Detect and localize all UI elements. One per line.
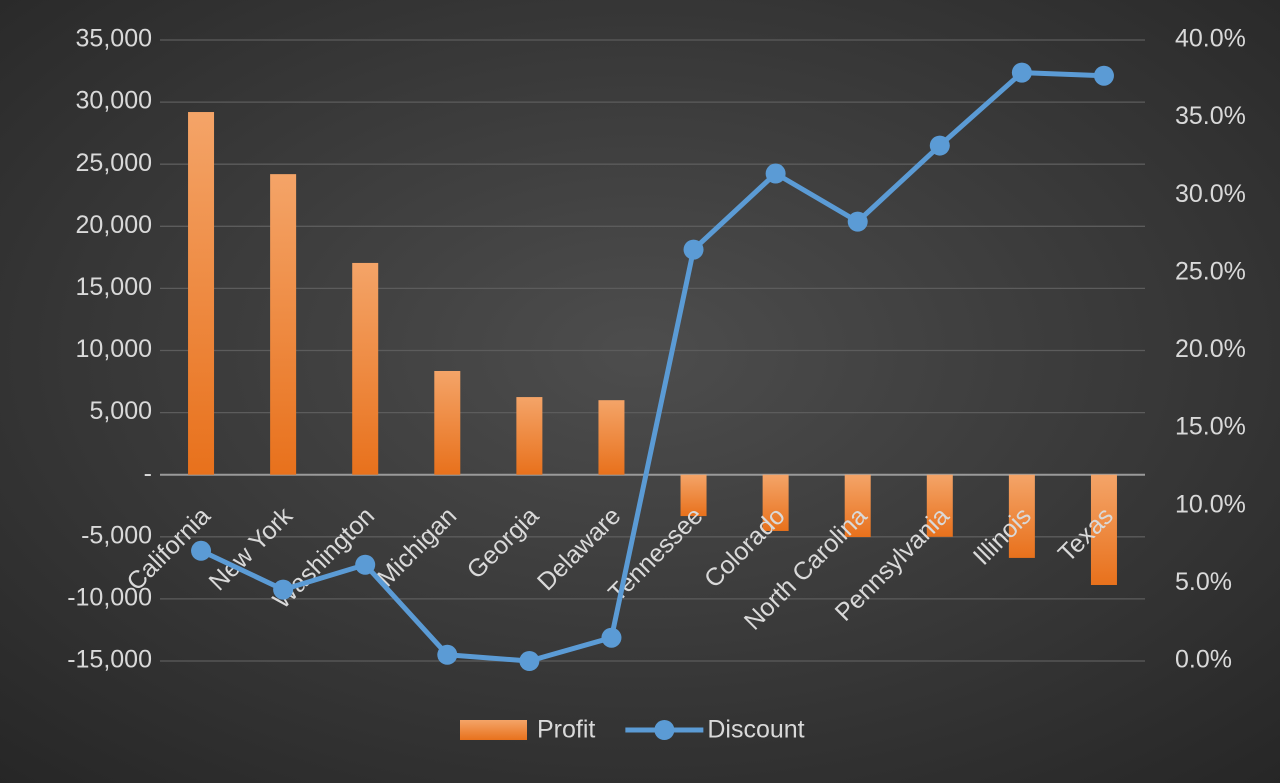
bar <box>762 474 789 531</box>
y-tick-label: - <box>144 459 152 487</box>
y-tick-label: -10,000 <box>67 584 152 612</box>
y-tick-label: 5,000 <box>89 397 152 425</box>
bar <box>516 397 543 475</box>
marker <box>1011 62 1032 83</box>
bar <box>926 474 953 537</box>
marker <box>355 554 376 575</box>
y2-tick-label: 40.0% <box>1175 25 1246 53</box>
y-tick-label: 20,000 <box>76 211 152 239</box>
marker <box>191 540 212 561</box>
y2-tick-label: 25.0% <box>1175 257 1246 285</box>
y2-tick-label: 35.0% <box>1175 102 1246 130</box>
marker <box>929 135 950 156</box>
y-tick-label: -15,000 <box>67 646 152 674</box>
marker <box>437 644 458 665</box>
bar <box>1008 474 1035 558</box>
y-tick-label: 10,000 <box>76 335 152 363</box>
legend-label: Discount <box>707 716 804 744</box>
bar <box>844 474 871 538</box>
marker <box>273 579 294 600</box>
bar <box>188 112 215 475</box>
bar <box>598 400 625 475</box>
bar <box>352 262 379 475</box>
y-tick-label: 25,000 <box>76 149 152 177</box>
y2-tick-label: 0.0% <box>1175 646 1232 674</box>
legend-swatch <box>460 720 527 740</box>
marker <box>847 211 868 232</box>
bar <box>680 474 707 517</box>
marker <box>1093 65 1114 86</box>
bar <box>434 370 461 475</box>
y-tick-label: -5,000 <box>81 521 152 549</box>
bar <box>1090 474 1117 585</box>
y2-tick-label: 5.0% <box>1175 568 1232 596</box>
y2-tick-label: 20.0% <box>1175 335 1246 363</box>
marker <box>519 651 540 671</box>
y-tick-label: 15,000 <box>76 273 152 301</box>
y2-tick-label: 30.0% <box>1175 180 1246 208</box>
marker <box>765 163 786 184</box>
marker <box>601 627 622 648</box>
y-tick-label: 30,000 <box>76 87 152 115</box>
legend-label: Profit <box>537 716 595 744</box>
y-tick-label: 35,000 <box>76 25 152 53</box>
y2-tick-label: 10.0% <box>1175 490 1246 518</box>
line <box>199 70 1105 664</box>
marker <box>683 239 704 260</box>
legend-swatch <box>654 720 675 740</box>
y2-tick-label: 15.0% <box>1175 413 1246 441</box>
bar <box>270 174 297 475</box>
